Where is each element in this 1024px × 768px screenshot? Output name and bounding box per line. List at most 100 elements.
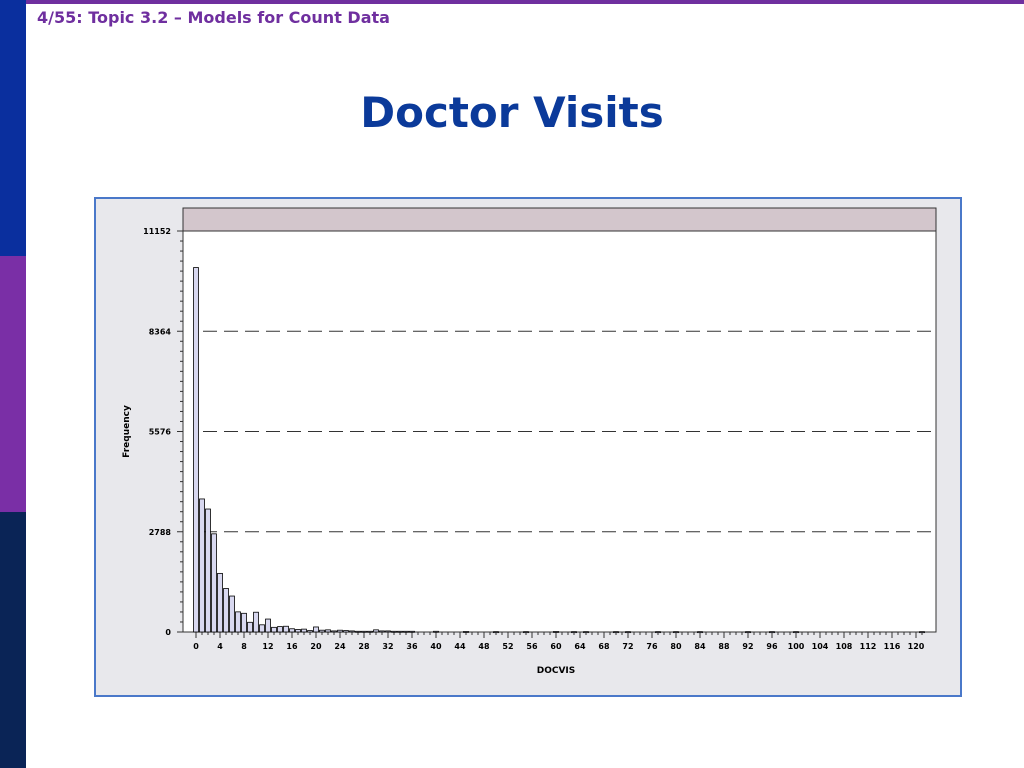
histogram-bar (385, 630, 391, 633)
x-tick-label: 32 (382, 642, 393, 651)
histogram-bar (343, 630, 349, 633)
histogram-bar (325, 629, 331, 633)
histogram-bar (319, 629, 325, 633)
x-tick-label: 68 (598, 642, 610, 651)
histogram-bar (217, 572, 223, 633)
y-axis-title: Frequency (122, 405, 132, 458)
histogram-bar (349, 630, 355, 633)
x-tick-label: 52 (502, 642, 513, 651)
y-tick-label: 11152 (143, 227, 171, 236)
y-tick-label: 0 (165, 628, 171, 637)
x-tick-label: 4 (217, 642, 223, 651)
histogram-bar (229, 595, 235, 633)
histogram-bar (697, 631, 703, 634)
x-tick-label: 116 (884, 642, 901, 651)
x-tick-label: 100 (788, 642, 805, 651)
x-axis-title: DOCVIS (537, 666, 576, 676)
histogram-bar (199, 498, 205, 633)
x-tick-label: 88 (718, 642, 730, 651)
x-tick-label: 72 (622, 642, 633, 651)
histogram-bar (295, 629, 301, 633)
histogram-bar (919, 631, 925, 634)
x-tick-label: 120 (908, 642, 925, 651)
histogram-bar (253, 611, 259, 633)
histogram-bar (271, 626, 277, 633)
side-accent-bar (0, 0, 26, 768)
histogram-bar (337, 629, 343, 633)
x-tick-label: 60 (550, 642, 562, 651)
histogram-bar (523, 631, 529, 634)
histogram-bar (793, 631, 799, 634)
x-tick-label: 84 (694, 642, 706, 651)
y-tick-label: 5576 (149, 428, 172, 437)
histogram-bar (673, 631, 679, 634)
histogram-bar (745, 631, 751, 634)
histogram-bar (289, 628, 295, 633)
histogram-bar (769, 631, 775, 634)
histogram-bar (583, 631, 589, 634)
histogram-bar (433, 630, 439, 633)
x-tick-label: 56 (526, 642, 538, 651)
x-tick-label: 64 (574, 642, 586, 651)
histogram-bar (355, 630, 361, 633)
x-tick-label: 16 (286, 642, 298, 651)
x-tick-label: 44 (454, 642, 466, 651)
x-tick-label: 8 (241, 642, 247, 651)
histogram-bar (223, 588, 229, 633)
side-accent-segment-bottom (0, 512, 26, 768)
histogram-bar (403, 630, 409, 633)
x-tick-label: 0 (193, 642, 199, 651)
histogram-bar (247, 621, 253, 633)
histogram-bar (463, 631, 469, 633)
x-tick-label: 24 (334, 642, 346, 651)
histogram-bar (361, 630, 367, 633)
x-tick-label: 36 (406, 642, 418, 651)
slide-title: Doctor Visits (360, 88, 664, 137)
x-tick-label: 40 (430, 642, 442, 651)
x-tick-label: 20 (310, 642, 322, 651)
chart-frame: 0 2788 5576 8364 11152 0 4 8 12 16 20 24 28 32 36 40 44 4… (94, 197, 962, 697)
x-tick-label: 108 (836, 642, 853, 651)
histogram-bar (625, 631, 631, 634)
histogram-bar (655, 631, 661, 634)
side-accent-segment-top (0, 0, 26, 256)
histogram-bar (397, 630, 403, 633)
x-tick-label: 48 (478, 642, 490, 651)
histogram-bar (211, 533, 217, 633)
histogram-bar (259, 624, 265, 633)
histogram-bar (373, 629, 379, 633)
slide-header: 4/55: Topic 3.2 – Models for Count Data (37, 8, 390, 27)
histogram-bar (277, 626, 283, 633)
chart-header-band (182, 207, 937, 232)
histogram-bar (367, 630, 373, 633)
histogram-bar (553, 631, 559, 633)
x-tick-label: 28 (358, 642, 370, 651)
histogram-bar (331, 630, 337, 633)
histogram-bar (391, 630, 397, 633)
top-accent-bar (26, 0, 1024, 4)
histogram-bar (265, 618, 271, 633)
x-tick-label: 76 (646, 642, 658, 651)
histogram-bar (235, 611, 241, 633)
histogram-bar (301, 628, 307, 633)
x-tick-label: 80 (670, 642, 682, 651)
histogram-bar (205, 508, 211, 633)
side-accent-segment-middle (0, 256, 26, 512)
x-tick-label: 104 (812, 642, 829, 651)
y-tick-label: 8364 (149, 327, 172, 336)
histogram-bar (307, 630, 313, 633)
histogram-bar (493, 631, 499, 634)
histogram-bar (313, 626, 319, 633)
x-tick-label: 96 (766, 642, 778, 651)
y-tick-label: 2788 (149, 528, 172, 537)
histogram-bar (613, 631, 619, 634)
histogram-bar (571, 631, 577, 634)
x-tick-label: 12 (262, 642, 273, 651)
histogram-bar (193, 267, 199, 633)
histogram-bar (283, 625, 289, 633)
histogram-bar (379, 630, 385, 633)
x-tick-label: 92 (742, 642, 753, 651)
histogram-bar (409, 630, 415, 633)
histogram-bar (241, 612, 247, 633)
